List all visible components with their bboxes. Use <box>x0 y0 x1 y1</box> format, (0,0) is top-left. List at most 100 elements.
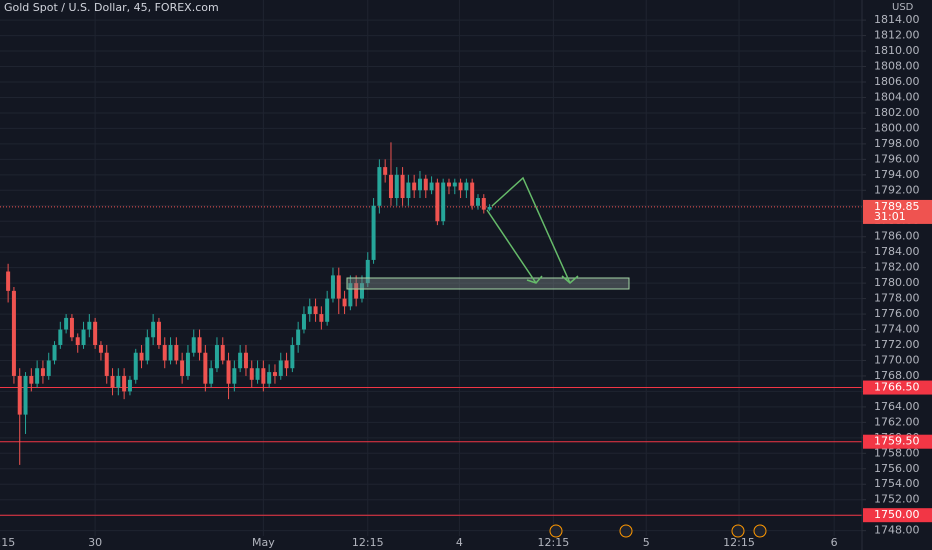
candle-body <box>197 337 202 353</box>
candle-body <box>487 206 492 210</box>
arrow-head <box>526 275 543 284</box>
event-icon[interactable] <box>619 524 633 538</box>
candle-body <box>342 298 347 307</box>
candle-body <box>133 352 138 380</box>
currency-label: USD <box>892 2 914 13</box>
candle-body <box>174 345 179 361</box>
candle-body <box>284 360 289 369</box>
y-tick-label: 1810.00 <box>874 44 920 57</box>
candle-body <box>226 360 231 384</box>
candle-body <box>464 182 469 191</box>
y-tick-label: 1768.00 <box>874 369 920 382</box>
y-tick-label: 1806.00 <box>874 75 920 88</box>
candle-body <box>330 275 335 299</box>
y-tick-label: 1748.00 <box>874 524 920 537</box>
candle-body <box>261 368 266 384</box>
candle-body <box>255 368 260 380</box>
candle-body <box>52 345 57 361</box>
candle-body <box>423 178 428 191</box>
candle-body <box>336 275 341 299</box>
candle-body <box>365 259 370 284</box>
candle-body <box>232 368 237 384</box>
candle-body <box>481 198 486 210</box>
candle-body <box>116 375 121 388</box>
arrow-path <box>486 209 537 284</box>
y-tick-label: 1798.00 <box>874 137 920 150</box>
candle-body <box>180 360 185 376</box>
candle-body <box>249 368 254 380</box>
candle-body <box>290 345 295 369</box>
candle-body <box>185 352 190 376</box>
y-tick-label: 1792.00 <box>874 183 920 196</box>
candle-body <box>110 375 115 388</box>
levels <box>0 206 862 516</box>
y-tick-label: 1778.00 <box>874 292 920 305</box>
candle-body <box>417 178 422 191</box>
y-tick-label: 1776.00 <box>874 307 920 320</box>
candle-body <box>162 345 167 361</box>
candle-body <box>359 283 364 299</box>
candle-body <box>371 205 376 260</box>
candle-body <box>278 360 283 376</box>
candle-body <box>139 352 144 361</box>
candle-body <box>87 321 92 330</box>
candle-body <box>412 182 417 191</box>
y-tick-label: 1814.00 <box>874 13 920 26</box>
candle-body <box>383 167 388 175</box>
y-tick-label: 1764.00 <box>874 400 920 413</box>
y-tick-label: 1812.00 <box>874 29 920 42</box>
x-tick-label: 6 <box>831 536 838 549</box>
candle-body <box>400 174 405 199</box>
x-tick-label: May <box>252 536 275 549</box>
y-tick-label: 1794.00 <box>874 168 920 181</box>
candle-body <box>127 379 132 392</box>
last-price-label: 1789.85 <box>874 200 920 213</box>
y-tick-label: 1752.00 <box>874 493 920 506</box>
candle-body <box>238 352 243 369</box>
event-icon[interactable] <box>549 524 563 538</box>
candle-body <box>17 375 22 415</box>
zone <box>346 277 630 290</box>
x-tick-label: 5 <box>643 536 650 549</box>
candle-body <box>29 375 34 384</box>
candle-body <box>168 345 173 361</box>
candle-body <box>93 321 98 346</box>
candle-body <box>388 174 393 199</box>
candle-body <box>475 198 480 206</box>
arrow-head <box>561 275 579 284</box>
candle-body <box>156 321 161 346</box>
y-tick-label: 1780.00 <box>874 276 920 289</box>
x-tick-label: 12:15 <box>352 536 384 549</box>
candle-body <box>191 337 196 353</box>
x-tick-label: 30 <box>88 536 102 549</box>
last-price-bg <box>863 199 932 224</box>
candle-body <box>354 283 359 299</box>
candle-body <box>267 372 272 384</box>
x-tick-label: 12:15 <box>723 536 755 549</box>
candle-body <box>348 283 353 307</box>
candle-body <box>319 314 324 322</box>
event-icon[interactable] <box>731 524 745 538</box>
candle-body <box>313 306 318 315</box>
y-tick-label: 1758.00 <box>874 446 920 459</box>
candle-body <box>446 182 451 187</box>
candle-body <box>23 375 28 415</box>
event-icons <box>549 524 767 538</box>
countdown-label: 31:01 <box>874 210 906 223</box>
candle-body <box>272 372 277 376</box>
y-tick-label: 1796.00 <box>874 152 920 165</box>
event-icon[interactable] <box>753 524 767 538</box>
y-tick-label: 1770.00 <box>874 353 920 366</box>
candle-body <box>6 271 11 291</box>
y-tick-label: 1802.00 <box>874 106 920 119</box>
candle-body <box>406 182 411 199</box>
candle-body <box>35 368 40 384</box>
candle-body <box>325 298 330 322</box>
candle-body <box>58 329 63 346</box>
x-tick-label: 12:15 <box>0 536 15 549</box>
candle-body <box>11 290 16 376</box>
candle-body <box>46 360 51 376</box>
candle-body <box>377 167 382 206</box>
y-tick-label: 1772.00 <box>874 338 920 351</box>
